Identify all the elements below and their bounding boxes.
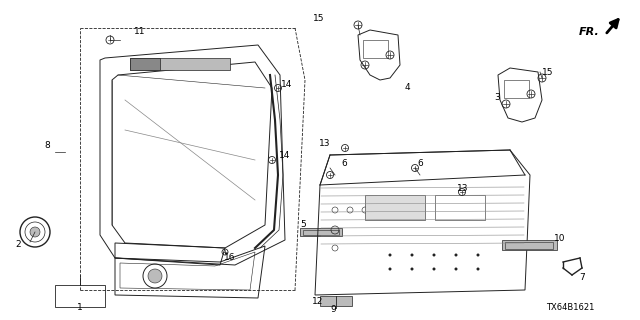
Text: 15: 15 (313, 13, 324, 22)
Text: 14: 14 (282, 79, 292, 89)
Text: TX64B1621: TX64B1621 (546, 303, 594, 312)
Text: 15: 15 (542, 68, 554, 76)
Bar (130, 58, 160, 70)
Circle shape (30, 227, 40, 237)
Circle shape (477, 253, 479, 257)
Bar (320, 296, 352, 306)
Text: 3: 3 (494, 92, 500, 101)
Bar (435, 195, 485, 220)
Circle shape (454, 253, 458, 257)
Text: 2: 2 (15, 239, 21, 249)
Circle shape (410, 253, 413, 257)
Bar (504, 80, 529, 98)
Bar (130, 58, 230, 70)
Bar (365, 195, 425, 220)
Circle shape (410, 268, 413, 270)
Bar (505, 242, 553, 249)
Text: 14: 14 (279, 150, 291, 159)
Circle shape (477, 268, 479, 270)
Text: FR.: FR. (579, 27, 600, 37)
Circle shape (454, 268, 458, 270)
Circle shape (388, 268, 392, 270)
Text: 4: 4 (404, 83, 410, 92)
Bar (502, 240, 557, 250)
Circle shape (433, 268, 435, 270)
Text: 8: 8 (44, 140, 50, 149)
Text: 1: 1 (77, 303, 83, 313)
Bar (363, 40, 388, 58)
Text: 13: 13 (457, 183, 468, 193)
Circle shape (148, 269, 162, 283)
Text: 13: 13 (319, 139, 331, 148)
Circle shape (388, 253, 392, 257)
Text: 7: 7 (579, 274, 585, 283)
Text: 16: 16 (224, 253, 236, 262)
Bar (303, 230, 339, 235)
Text: 12: 12 (312, 298, 324, 307)
Text: 10: 10 (554, 234, 566, 243)
Text: 6: 6 (341, 158, 347, 167)
Circle shape (433, 253, 435, 257)
Bar (300, 228, 342, 236)
Bar (55, 285, 105, 307)
Text: 6: 6 (417, 158, 423, 167)
Text: 11: 11 (134, 27, 146, 36)
Text: 9: 9 (330, 306, 336, 315)
Text: 5: 5 (300, 220, 306, 228)
